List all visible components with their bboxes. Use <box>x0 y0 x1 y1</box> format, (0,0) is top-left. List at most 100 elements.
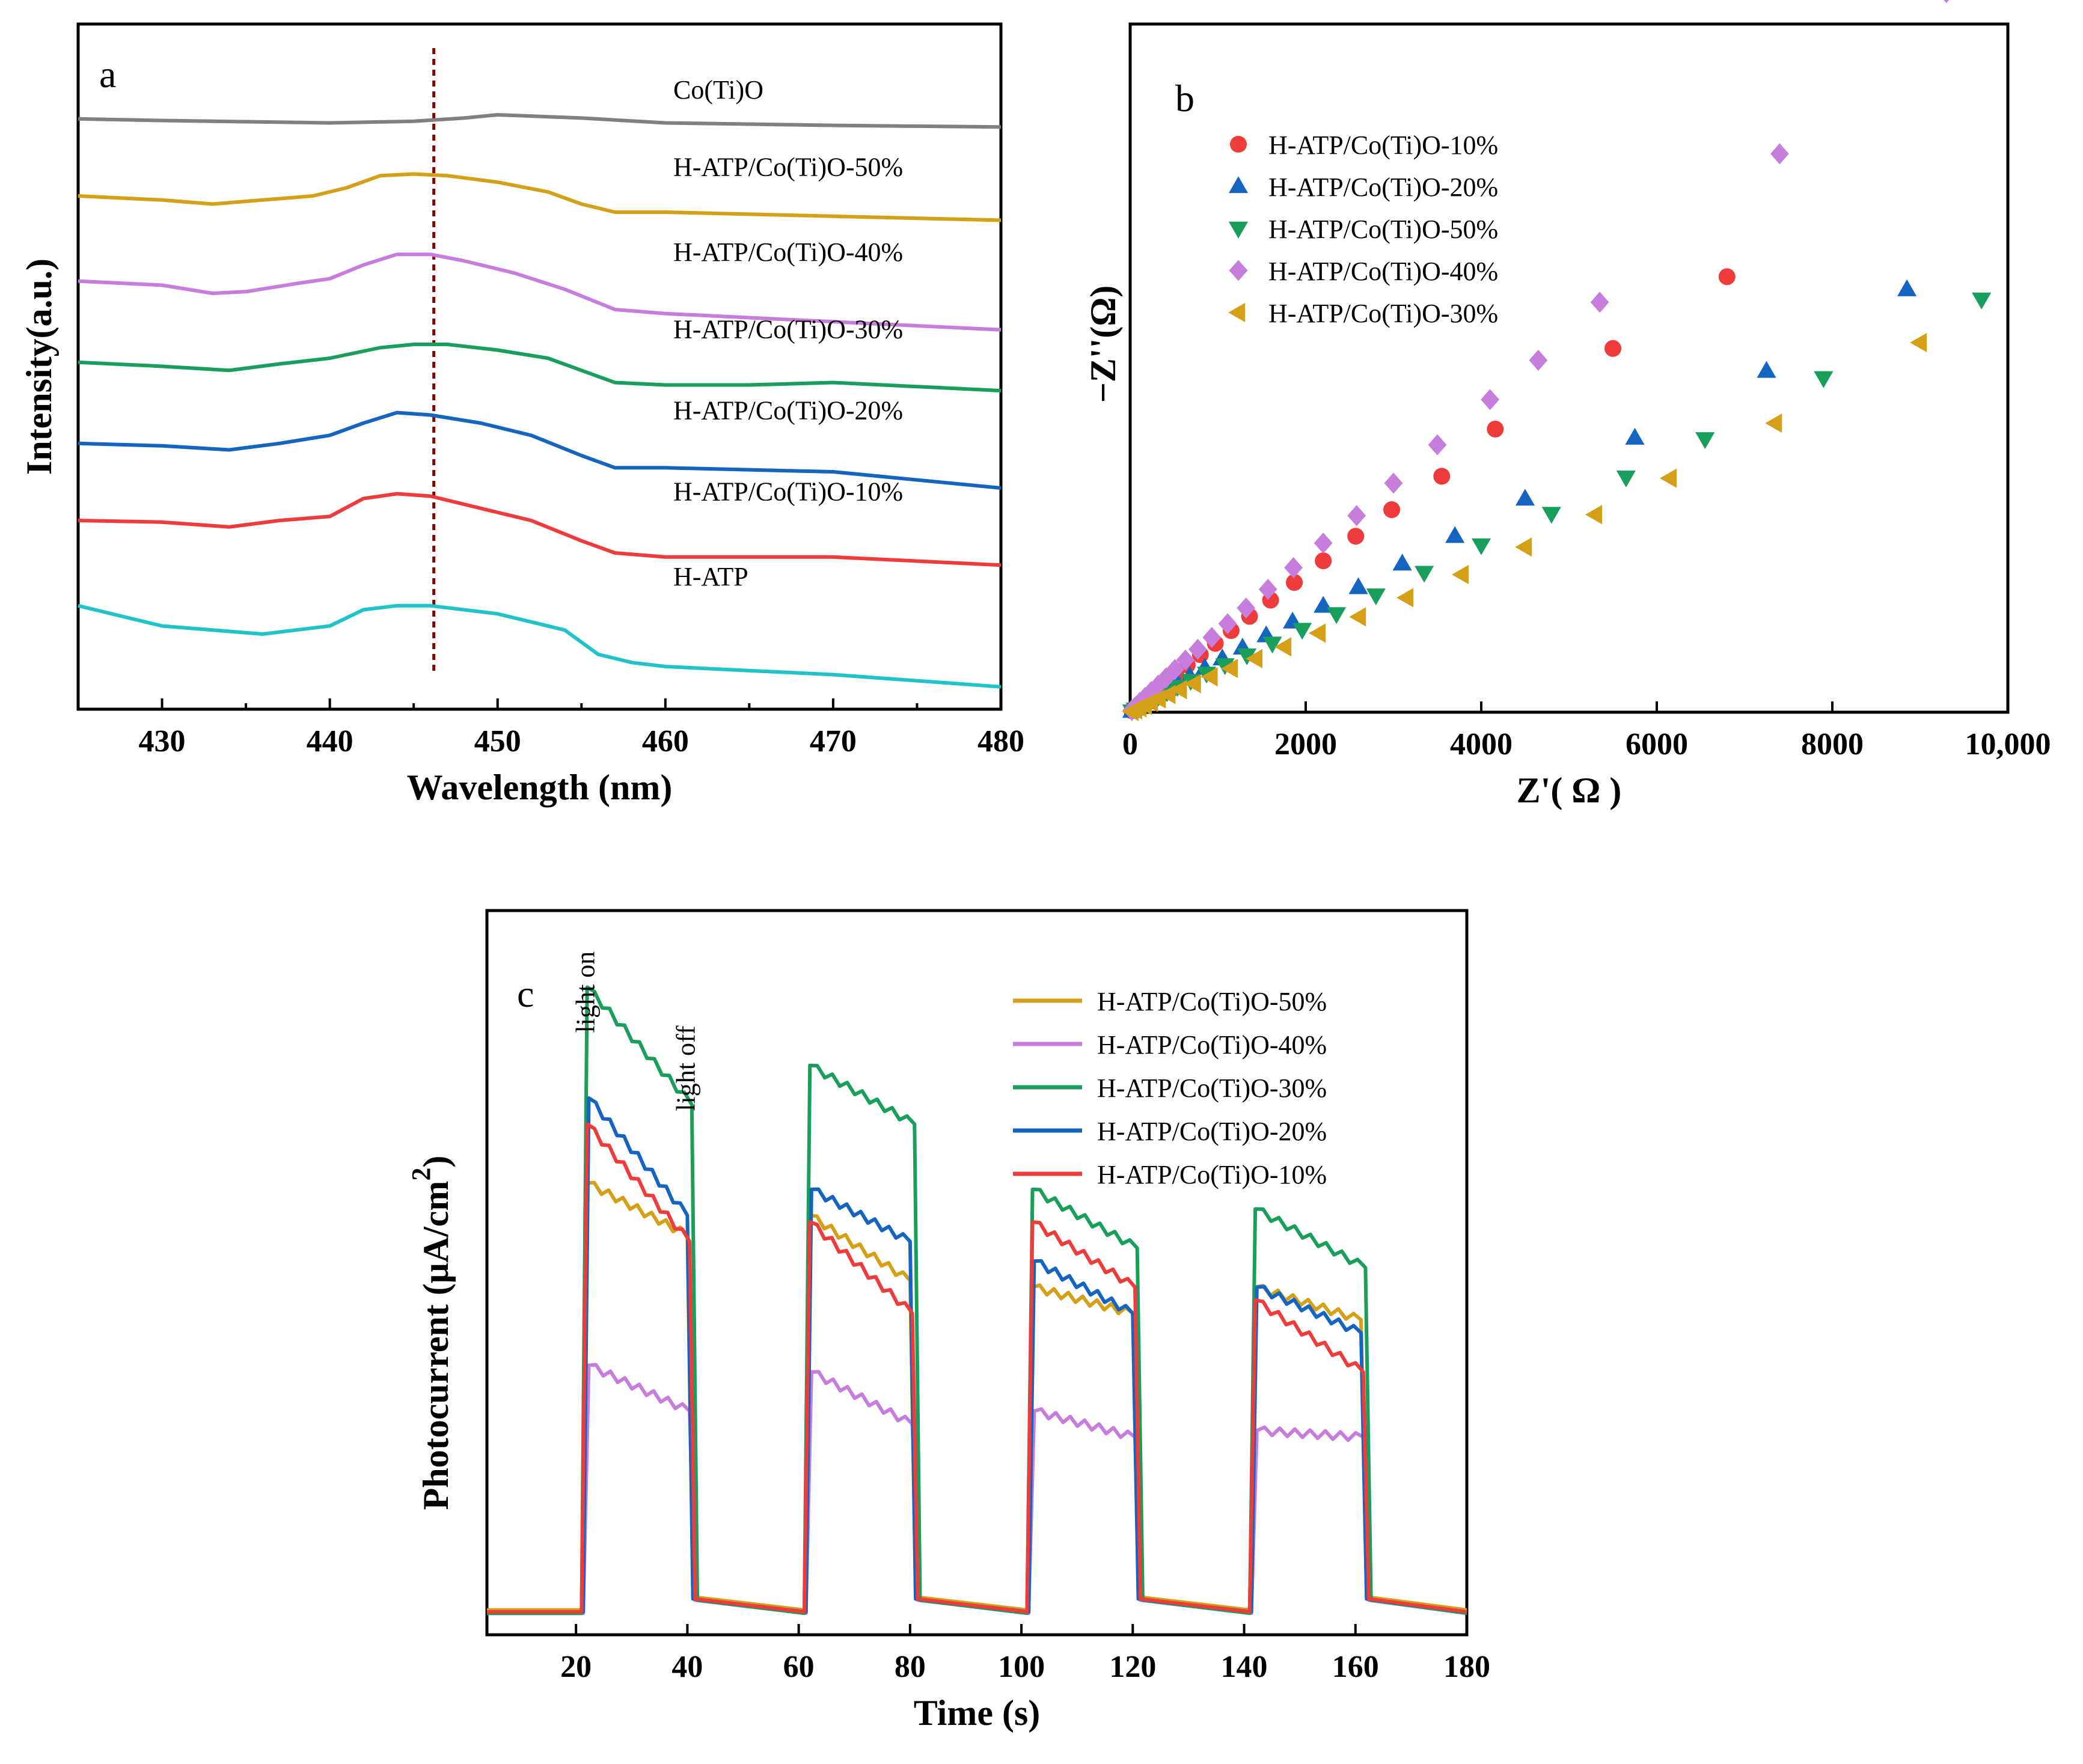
annotation-light-off: light off <box>671 1025 700 1111</box>
x-tick-label: 120 <box>1109 1650 1156 1684</box>
data-point <box>1221 659 1238 679</box>
data-point <box>1616 470 1636 487</box>
x-axis-title: Wavelength (nm) <box>407 768 673 807</box>
panel-b: 0 2000 4000 6000 8000 10,000 Z'( Ω ) −Z''(Ω) H-A… <box>1083 0 2051 810</box>
x-tick-label: 180 <box>1443 1650 1490 1684</box>
data-point <box>1274 637 1292 657</box>
panel-c: 20 40 60 80 100 120 140 160 180 Time (s) Photocurr… <box>406 909 1490 1733</box>
data-point <box>1284 557 1303 579</box>
data-point <box>1188 638 1207 660</box>
data-point <box>1218 613 1237 635</box>
data-point <box>1383 501 1401 519</box>
data-point <box>1309 623 1326 643</box>
data-point <box>1604 340 1621 357</box>
data-point <box>1770 143 1789 165</box>
legend-label: H-ATP/Co(Ti)O-20% <box>1097 1117 1327 1146</box>
series-group <box>1123 268 1736 719</box>
series-label: H-ATP/Co(Ti)O-40% <box>673 237 903 267</box>
annotation-light-on: light on <box>571 951 601 1033</box>
plot-frame <box>1128 22 2010 714</box>
series-line <box>487 1363 1467 1616</box>
data-point <box>1201 667 1218 687</box>
data-point <box>1765 414 1782 433</box>
y-axis-title: −Z''(Ω) <box>1083 285 1123 403</box>
series-line <box>78 252 1002 332</box>
data-point <box>1392 554 1412 571</box>
data-point <box>1445 526 1465 543</box>
data-point <box>1897 279 1917 296</box>
y-axis-title: Intensity(a.u.) <box>19 258 59 475</box>
data-point <box>1585 505 1602 525</box>
series-label: Co(Ti)O <box>673 75 763 105</box>
data-point <box>1184 674 1201 694</box>
data-point <box>1944 0 1950 4</box>
data-point <box>1166 659 1184 680</box>
x-tick-label: 160 <box>1332 1650 1379 1684</box>
data-point <box>1481 389 1499 410</box>
data-point <box>1625 427 1645 445</box>
x-axis-title: Z'( Ω ) <box>1517 771 1622 810</box>
plot-frame <box>485 909 1469 1637</box>
legend-label: H-ATP/Co(Ti)O-30% <box>1268 299 1498 328</box>
y-axis-title-close: ) <box>416 1156 456 1168</box>
x-tick-label: 460 <box>642 724 689 758</box>
data-point <box>1245 649 1262 668</box>
series-line <box>78 113 1002 129</box>
data-point <box>1292 623 1312 640</box>
data-point <box>1315 552 1332 570</box>
series-label: H-ATP/Co(Ti)O-10% <box>673 477 903 506</box>
series-line <box>78 603 1002 689</box>
data-point <box>1202 627 1222 649</box>
x-tick-label: 430 <box>139 724 186 758</box>
series-line <box>78 343 1002 392</box>
y-axis-title-superscript: 2 <box>406 1168 436 1181</box>
data-point <box>1471 538 1491 555</box>
series-label: H-ATP/Co(Ti)O-20% <box>673 395 903 425</box>
x-tick-label: 6000 <box>1626 727 1688 761</box>
data-point <box>1487 420 1504 438</box>
series-line <box>487 1122 1467 1614</box>
legend-marker <box>1229 260 1248 281</box>
x-tick-label: 20 <box>560 1650 592 1684</box>
data-point <box>1170 680 1187 700</box>
series-label: H-ATP/Co(Ti)O-30% <box>673 314 903 344</box>
series-label: H-ATP/Co(Ti)O-50% <box>673 152 903 182</box>
data-point <box>1590 291 1609 313</box>
series-line <box>78 492 1002 567</box>
x-tick-label: 470 <box>810 724 857 758</box>
data-point <box>1541 507 1561 524</box>
legend-label: H-ATP/Co(Ti)O-20% <box>1268 172 1498 202</box>
data-point <box>1237 597 1256 619</box>
panel-label-c: c <box>517 972 534 1015</box>
data-point <box>1176 649 1195 671</box>
data-point <box>1237 648 1257 665</box>
plot-frame <box>76 22 1003 711</box>
series-line <box>487 1180 1467 1612</box>
legend-label: H-ATP/Co(Ti)O-40% <box>1268 257 1498 286</box>
data-point <box>1433 468 1451 485</box>
legend-label: H-ATP/Co(Ti)O-30% <box>1097 1073 1327 1103</box>
series-group <box>1122 332 1927 721</box>
data-point <box>1157 667 1176 689</box>
x-tick-label: 450 <box>474 724 521 758</box>
x-tick-label: 440 <box>307 724 353 758</box>
legend-marker <box>1228 221 1249 239</box>
x-tick-label: 4000 <box>1450 727 1513 761</box>
x-tick-label: 40 <box>671 1650 703 1684</box>
data-point <box>1384 472 1403 494</box>
data-point <box>1348 577 1368 594</box>
y-axis-title-main: Photocurrent (μA/cm <box>416 1181 456 1510</box>
x-tick-label: 0 <box>1122 727 1138 761</box>
legend-label: H-ATP/Co(Ti)O-50% <box>1097 987 1327 1016</box>
x-tick-label: 100 <box>998 1650 1045 1684</box>
data-point <box>1910 332 1927 353</box>
data-point <box>1718 268 1736 285</box>
data-point <box>1695 432 1715 450</box>
data-point <box>1258 579 1277 600</box>
data-point <box>1366 588 1386 606</box>
data-point <box>1396 588 1414 608</box>
data-point <box>1972 292 1992 310</box>
legend-marker <box>1230 136 1247 153</box>
x-tick-label: 480 <box>977 724 1024 758</box>
legend-marker <box>1228 302 1246 323</box>
